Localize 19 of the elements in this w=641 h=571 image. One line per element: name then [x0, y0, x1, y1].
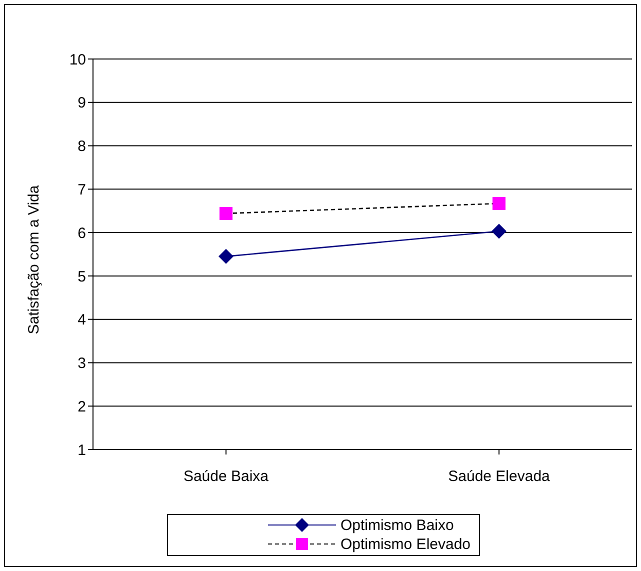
point: [492, 196, 506, 210]
y-axis-title: Satisfação com a Vida: [25, 184, 42, 334]
y-tick-label: 8: [78, 138, 86, 156]
y-tick-label: 1: [78, 442, 86, 459]
legend-label: Optimismo Elevado: [340, 536, 471, 552]
point: [218, 248, 234, 264]
y-tick-label: 3: [78, 355, 86, 372]
y-tick-label: 2: [78, 398, 86, 416]
y-tick-label: 4: [78, 312, 86, 329]
x-tick-label: Saúde Elevada: [448, 468, 551, 486]
point: [492, 224, 506, 239]
y-tick-label: 10: [69, 51, 86, 68]
y-tick-label: 7: [78, 181, 86, 198]
point: [220, 206, 232, 220]
legend-label: Optimismo Baixo: [340, 516, 454, 534]
y-tick-label: 6: [78, 224, 86, 242]
x-tick-label: Saúde Baixa: [183, 468, 270, 486]
y-tick-label: 5: [78, 268, 86, 286]
y-tick-label: 9: [78, 94, 86, 112]
